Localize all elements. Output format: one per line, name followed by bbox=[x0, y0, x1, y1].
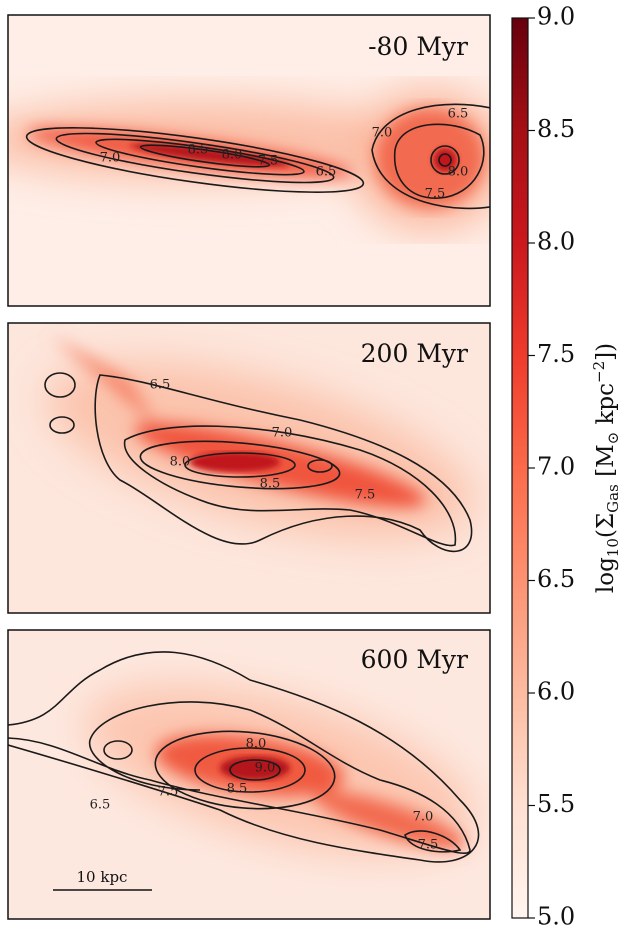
contour-label: 7.5 bbox=[258, 154, 279, 169]
colorbar-tick-label: 6.5 bbox=[537, 565, 575, 593]
contour-label: 7.5 bbox=[425, 187, 446, 202]
contour-label: 7.0 bbox=[372, 126, 393, 141]
contour-label: 6.5 bbox=[448, 107, 469, 122]
colorbar-tick-label: 5.5 bbox=[537, 790, 575, 818]
panel-2 bbox=[8, 323, 490, 613]
label-part: [M bbox=[593, 444, 619, 484]
label-part: kpc bbox=[593, 383, 619, 432]
contour-label: 8.5 bbox=[260, 477, 281, 492]
colorbar-tick-label: 8.5 bbox=[537, 115, 575, 143]
colorbar-tick-label: 8.0 bbox=[537, 228, 575, 256]
colorbar-tick-label: 9.0 bbox=[537, 3, 575, 31]
contour-label: 8.0 bbox=[448, 165, 469, 180]
label-part: log bbox=[593, 557, 619, 593]
contour-labels: 7.0 8.5 8.0 7.5 6.5 6.5 7.0 8.0 7.5 bbox=[100, 107, 469, 202]
contour-labels: 6.5 7.0 8.0 8.5 7.5 bbox=[150, 378, 376, 503]
contour-label: 8.5 bbox=[227, 782, 248, 797]
colorbar bbox=[511, 17, 529, 919]
colorbar-tick-label: 7.0 bbox=[537, 453, 575, 481]
colorbar-tick-label: 5.0 bbox=[537, 903, 575, 931]
contour-label: 7.0 bbox=[413, 810, 434, 825]
label-part: −2 bbox=[590, 361, 608, 383]
panel-frame bbox=[7, 14, 491, 307]
panel-3: 10 kpc bbox=[8, 630, 490, 919]
colorbar-ticks: 5.0 5.5 6.0 6.5 7.0 7.5 8.0 8.5 9.0 bbox=[528, 3, 575, 931]
contour-label: 8.0 bbox=[246, 737, 267, 752]
contour-label: 6.5 bbox=[316, 165, 337, 180]
contour-label: 6.5 bbox=[150, 378, 171, 393]
contour-label: 8.0 bbox=[222, 148, 243, 163]
contour-label: 7.5 bbox=[355, 488, 376, 503]
colorbar-tick-label: 6.0 bbox=[537, 678, 575, 706]
label-part: ]) bbox=[593, 343, 619, 361]
contour-labels: 8.0 9.0 8.5 7.5 6.5 7.0 7.5 bbox=[90, 737, 439, 853]
contour-label: 7.5 bbox=[158, 785, 179, 800]
panel-label: 200 Myr bbox=[361, 339, 468, 368]
colorbar-label: log10(ΣGas [M⊙ kpc−2]) bbox=[590, 343, 622, 593]
scale-bar-label: 10 kpc bbox=[77, 868, 128, 886]
label-part: ⊙ bbox=[604, 432, 622, 445]
colorbar-tick-label: 7.5 bbox=[537, 340, 575, 368]
panel-label: 600 Myr bbox=[361, 645, 468, 674]
contour-label: 7.5 bbox=[418, 838, 439, 853]
panel-1 bbox=[8, 15, 490, 306]
panel-frame bbox=[7, 629, 491, 920]
contour-label: 8.0 bbox=[170, 455, 191, 470]
contour-label: 7.0 bbox=[272, 426, 293, 441]
contour-label: 8.5 bbox=[188, 143, 209, 158]
label-part: 10 bbox=[604, 538, 622, 557]
contour-label: 6.5 bbox=[90, 798, 111, 813]
contour-label: 7.0 bbox=[100, 151, 121, 166]
label-part: (Σ bbox=[593, 513, 619, 538]
label-part: Gas bbox=[604, 484, 622, 513]
contour-label: 9.0 bbox=[255, 761, 276, 776]
panel-label: -80 Myr bbox=[368, 32, 468, 61]
panel-frame bbox=[7, 322, 491, 614]
